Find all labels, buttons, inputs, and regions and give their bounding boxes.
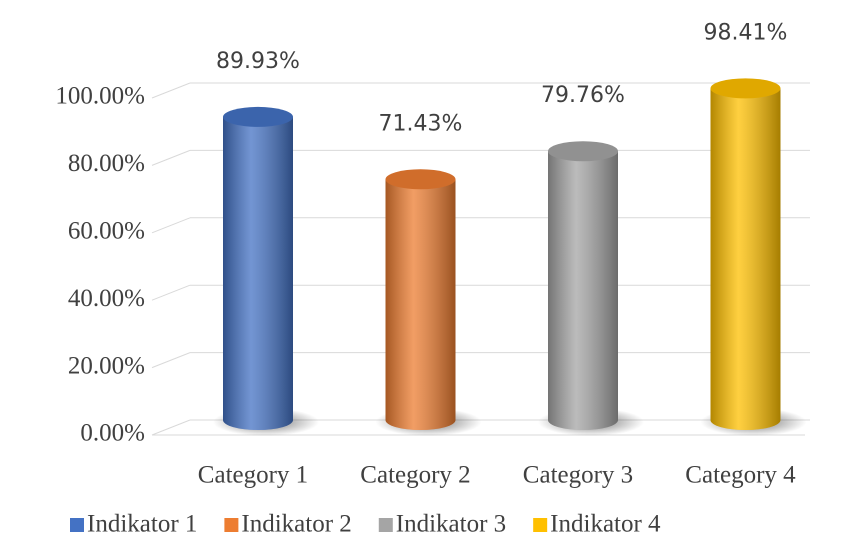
- x-tick-label: Category 2: [360, 462, 470, 489]
- legend-swatch: [70, 518, 84, 532]
- grid-line: [151, 284, 191, 301]
- bar: [538, 141, 644, 436]
- bar-top-shade: [385, 169, 456, 190]
- bar-top: [385, 169, 456, 190]
- legend-label: Indikator 2: [241, 511, 351, 538]
- y-tick-label: 100.00%: [55, 83, 145, 110]
- value-label: 79.76%: [541, 83, 625, 108]
- y-tick-label: 40.00%: [68, 285, 145, 312]
- y-tick-label: 60.00%: [68, 218, 145, 245]
- bar-shade: [710, 88, 781, 430]
- y-tick-label: 80.00%: [68, 150, 145, 177]
- y-tick-label: 0.00%: [80, 420, 145, 447]
- x-tick-label: Category 4: [685, 462, 796, 489]
- y-tick-label: 20.00%: [68, 352, 145, 379]
- value-label: 89.93%: [216, 49, 300, 74]
- legend-swatch: [533, 518, 548, 532]
- bar-top-shade: [223, 106, 293, 127]
- value-label: 71.43%: [379, 111, 463, 136]
- bar-shade: [385, 179, 456, 430]
- bar-top-shade: [710, 78, 781, 99]
- bar-top-shade: [548, 141, 618, 162]
- bar: [700, 78, 807, 436]
- x-tick-label: Category 1: [198, 462, 308, 489]
- legend-swatch: [224, 518, 239, 532]
- grid-line: [151, 149, 191, 166]
- legend-label: Indikator 4: [550, 511, 661, 538]
- grid-line: [151, 352, 191, 369]
- bar-top: [710, 78, 781, 99]
- bar-top: [223, 106, 293, 127]
- x-tick-label: Category 3: [523, 462, 633, 489]
- value-label: 98.41%: [704, 20, 788, 45]
- legend-label: Indikator 1: [87, 511, 197, 538]
- bar-shade: [223, 116, 293, 430]
- legend-swatch: [378, 518, 393, 532]
- grid-line: [151, 217, 191, 234]
- bar-top: [548, 141, 618, 162]
- grid-line: [151, 419, 191, 436]
- grid-line: [151, 82, 191, 99]
- legend-label: Indikator 3: [396, 511, 506, 538]
- bar: [213, 106, 319, 436]
- bar-shade: [548, 151, 618, 430]
- bar: [375, 169, 482, 436]
